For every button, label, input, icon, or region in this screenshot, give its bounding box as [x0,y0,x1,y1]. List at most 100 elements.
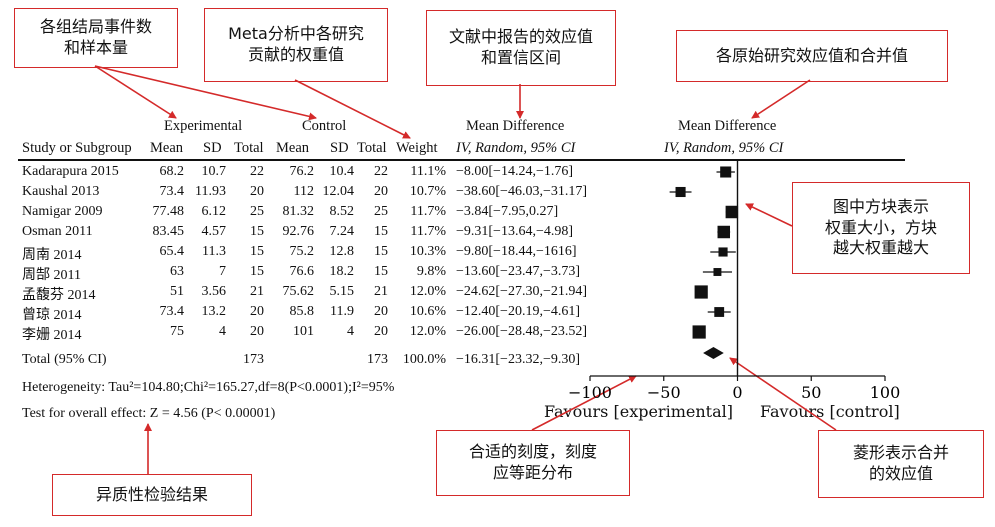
callout-events-sample: 各组结局事件数 和样本量 [14,8,178,68]
row-e-mean: 68.2 [159,164,185,179]
header-c-mean: Mean [276,140,310,156]
row-e-total: 20 [250,304,264,319]
x-tick-label: −100 [568,383,612,402]
row-c-mean: 101 [293,324,314,339]
row-md: −9.80[−18.44,−1616] [456,244,577,259]
row-c-mean: 85.8 [289,304,315,319]
x-tick-label: 50 [801,383,821,402]
row-e-total: 21 [250,284,264,299]
row-study: Kaushal 2013 [22,184,100,199]
row-c-mean: 92.76 [282,224,315,239]
callout-square-weight: 图中方块表示 权重大小，方块 越大权重越大 [792,182,970,274]
arrow-events-control [94,65,317,121]
header-c-total: Total [357,140,387,156]
pooled-diamond [703,347,724,359]
callout-diamond: 菱形表示合并 的效应值 [818,430,984,498]
row-e-sd: 4.57 [201,224,227,239]
row-c-total: 22 [374,164,388,179]
row-e-mean: 77.48 [152,204,185,219]
callout-weights: Meta分析中各研究 贡献的权重值 [204,8,388,82]
row-weight: 11.7% [410,204,446,219]
arrow-diamond [729,357,837,431]
total-label: Total (95% CI) [22,352,107,367]
study-square [717,225,731,239]
study-square [714,307,725,317]
study-square [720,166,732,178]
study-square [725,205,739,219]
row-e-sd: 13.2 [201,304,227,319]
row-md: −24.62[−27.30,−21.94] [456,284,588,299]
study-square [713,268,722,276]
row-e-total: 20 [250,324,264,339]
row-c-mean: 81.32 [282,204,315,219]
row-e-mean: 73.4 [159,184,185,199]
heterogeneity-text: Heterogeneity: Tau²=104.80;Chi²=165.27,d… [22,380,395,395]
row-e-sd: 3.56 [201,284,227,299]
overall-effect-text: Test for overall effect: Z = 4.56 (P< 0.… [22,406,276,421]
header-md-title: Mean Difference [466,118,565,134]
study-square [694,285,708,299]
row-e-sd: 11.3 [202,244,226,259]
row-c-sd: 12.04 [322,184,355,199]
row-c-sd: 10.4 [329,164,355,179]
row-e-total: 20 [250,184,264,199]
arrow-weights [294,79,411,139]
row-c-mean: 112 [293,184,314,199]
header-study: Study or Subgroup [22,140,132,156]
row-md: −38.60[−46.03,−31.17] [456,184,588,199]
row-md: −13.60[−23.47,−3.73] [456,264,581,279]
row-c-total: 15 [374,264,388,279]
row-c-sd: 11.9 [330,304,354,319]
study-square [692,325,706,339]
row-e-sd: 6.12 [201,204,227,219]
header-md-sub: IV, Random, 95% CI [456,140,576,156]
callout-scale: 合适的刻度，刻度 应等距分布 [436,430,630,496]
row-c-sd: 8.52 [329,204,355,219]
arrow-scale [531,375,637,431]
row-c-total: 21 [374,284,388,299]
row-study: 周郜 2011 [22,268,81,283]
row-e-mean: 73.4 [159,304,185,319]
row-md: −9.31[−13.64,−4.98] [456,224,574,239]
row-c-total: 20 [374,304,388,319]
xlabel-favours-experimental: Favours [experimental] [544,402,733,421]
total-e-total: 173 [243,352,264,367]
row-c-sd: 12.8 [329,244,355,259]
header-e-sd: SD [203,140,222,156]
row-c-total: 15 [374,224,388,239]
total-weight: 100.0% [402,352,446,367]
row-e-mean: 65.4 [159,244,185,259]
row-e-sd: 7 [219,264,226,279]
arrow-original-pooled [751,79,811,119]
row-e-mean: 63 [170,264,184,279]
row-e-total: 22 [250,164,264,179]
row-c-mean: 75.2 [289,244,315,259]
callout-original-pooled: 各原始研究效应值和合并值 [676,30,948,82]
row-c-sd: 5.15 [329,284,355,299]
row-study: 李姗 2014 [22,328,82,343]
arrow-square [745,203,793,227]
row-c-total: 25 [374,204,388,219]
callout-effect-ci: 文献中报告的效应值 和置信区间 [426,10,616,86]
row-e-total: 15 [250,224,264,239]
row-study: Kadarapura 2015 [22,164,119,179]
plot-title: Mean Difference [678,118,777,134]
row-weight: 10.3% [409,244,446,259]
row-c-sd: 18.2 [329,264,355,279]
plot-subtitle: IV, Random, 95% CI [664,140,784,156]
row-e-mean: 51 [170,284,184,299]
row-study: Osman 2011 [22,224,93,239]
x-tick-label: 100 [870,383,901,402]
row-c-total: 20 [374,184,388,199]
row-study: 周南 2014 [22,248,82,263]
row-e-total: 15 [250,244,264,259]
header-c-sd: SD [330,140,349,156]
header-experimental: Experimental [164,118,243,134]
row-md: −26.00[−28.48,−23.52] [456,324,588,339]
row-e-sd: 11.93 [195,184,226,199]
callout-heterogeneity: 异质性检验结果 [52,474,252,516]
header-weight: Weight [396,140,438,156]
row-e-mean: 83.45 [152,224,185,239]
